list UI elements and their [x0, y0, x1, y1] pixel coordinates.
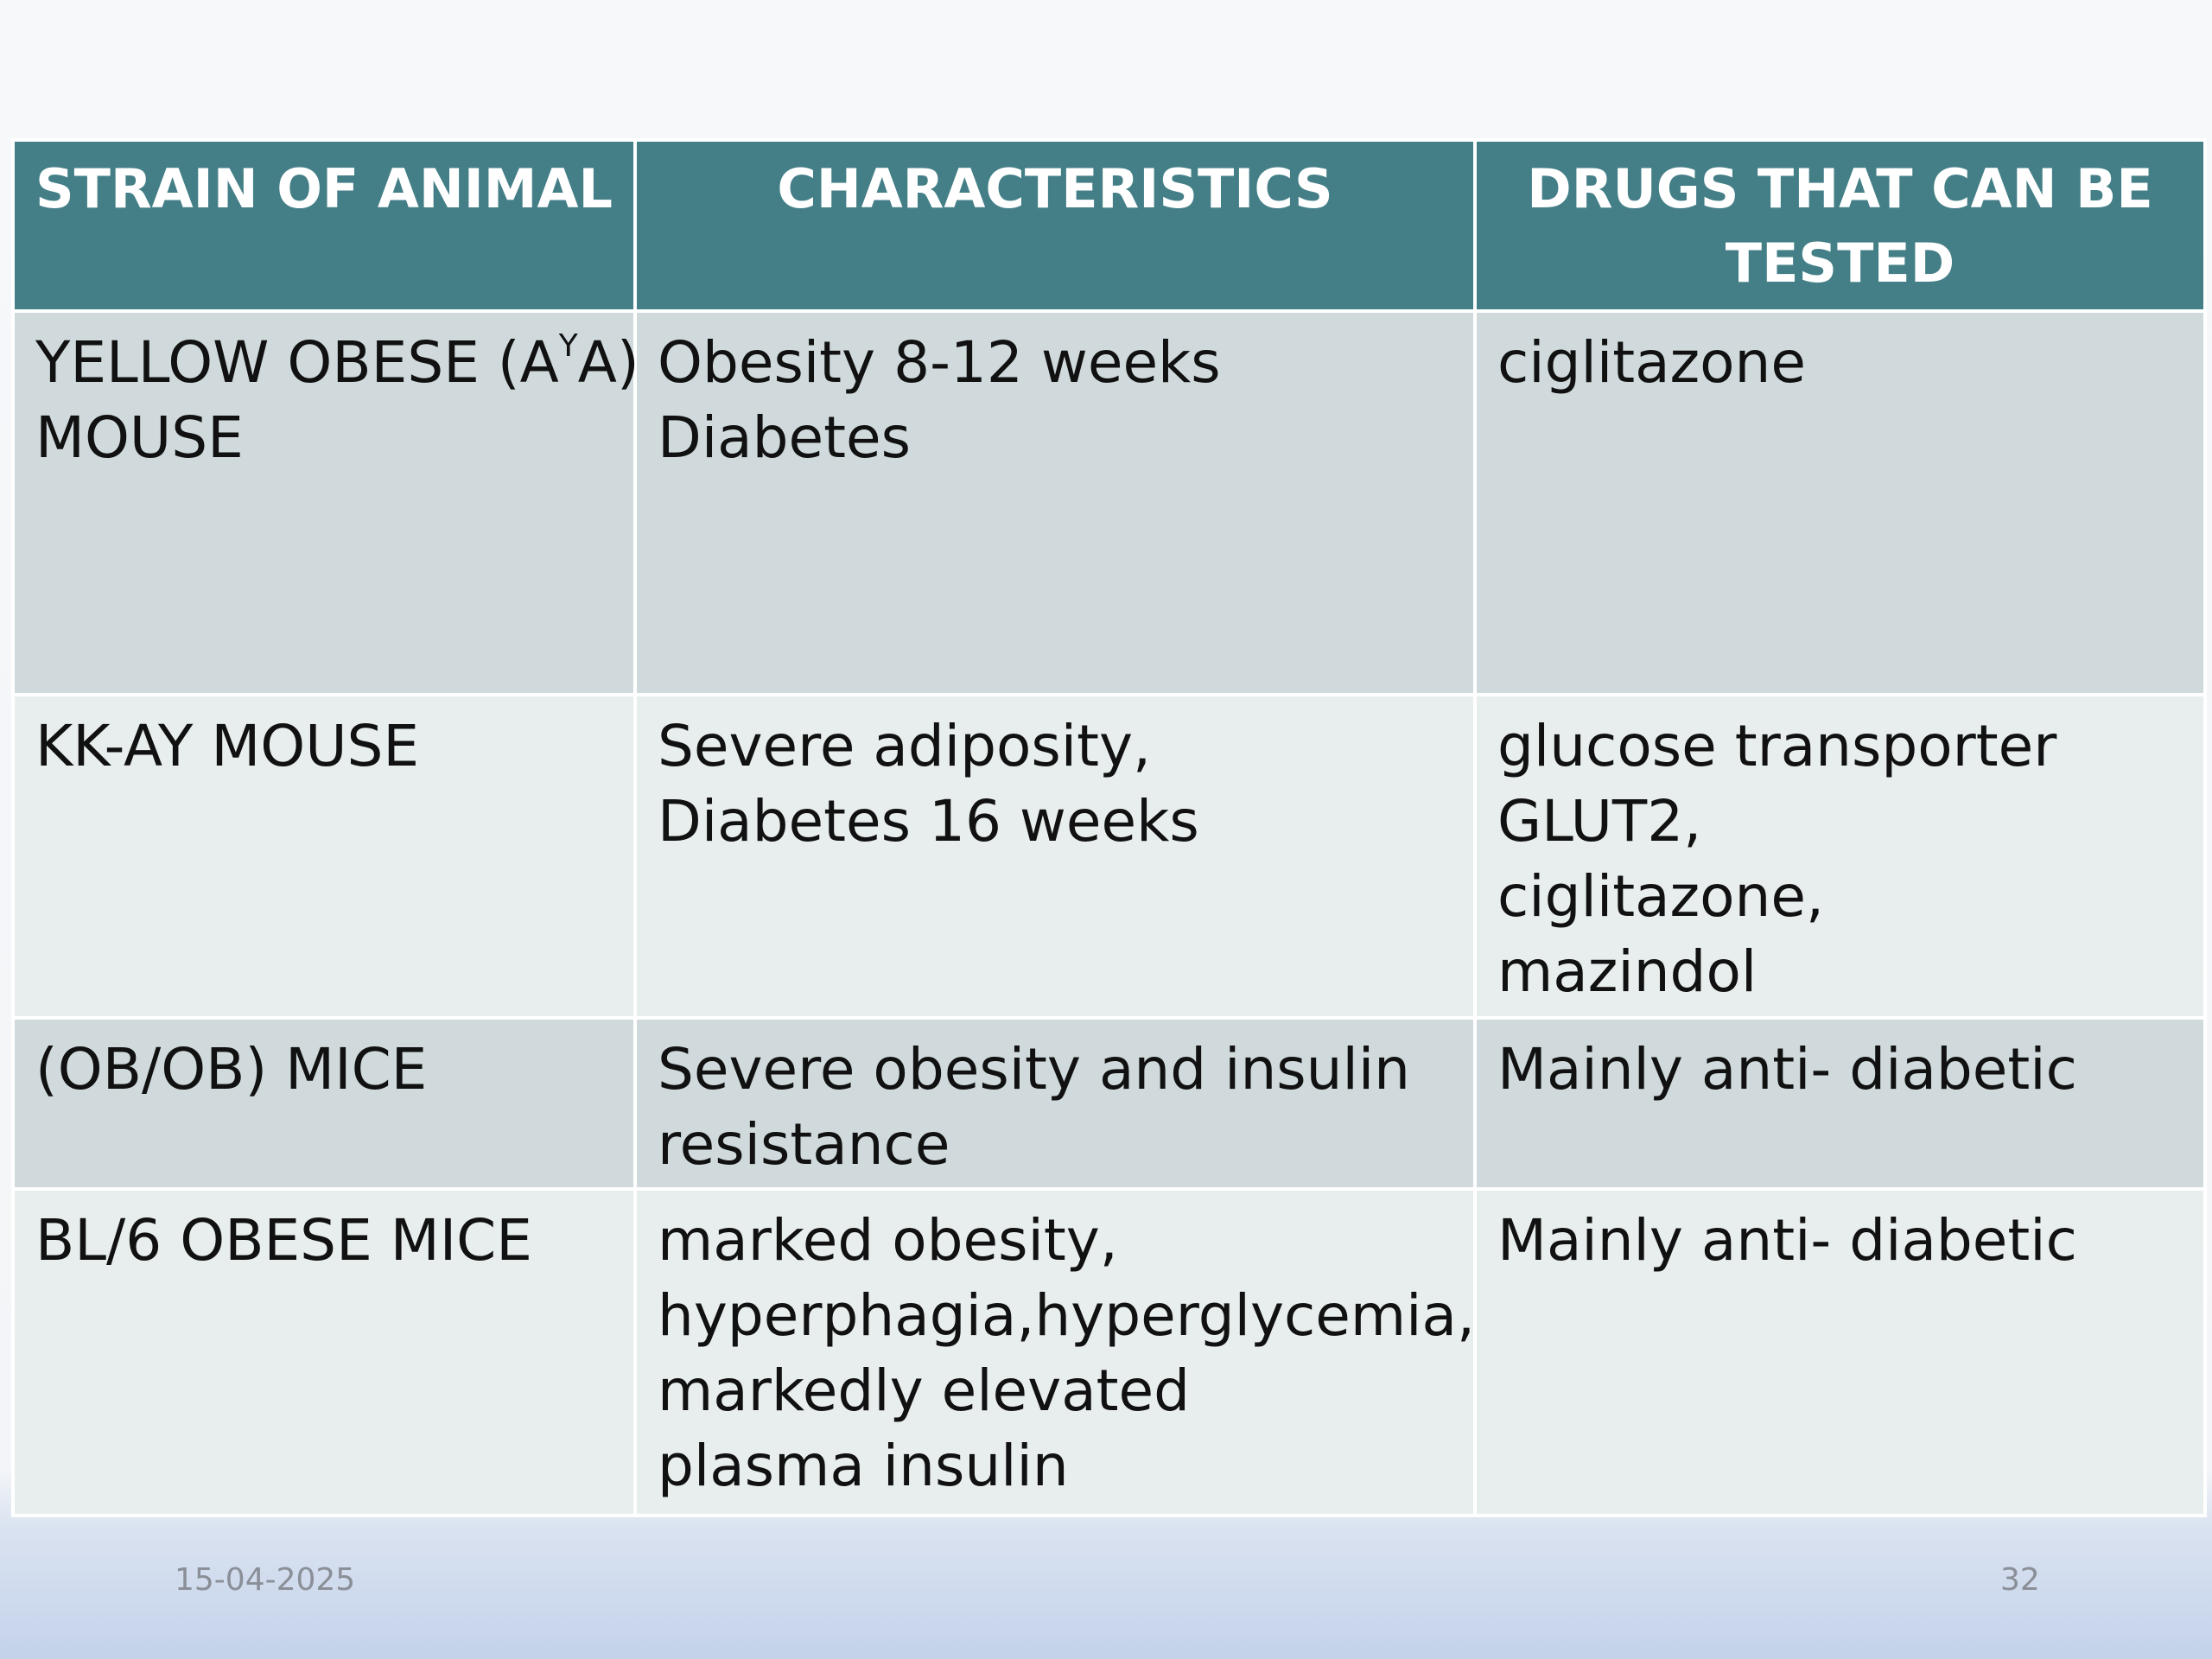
cell-characteristics: marked obesity, hyperphagia,hyperglycemi…: [633, 1187, 1477, 1517]
footer-date: 15-04-2025: [175, 1562, 356, 1598]
strain-line: (OB/OB) MICE: [35, 1036, 428, 1103]
table-row: YELLOW OBESE (AYA) MOUSE Obesity 8-12 we…: [11, 309, 2207, 696]
cell-drugs: Mainly anti- diabetic: [1473, 1016, 2207, 1191]
drugs-line: Mainly anti- diabetic: [1497, 1036, 2077, 1103]
cell-characteristics: Obesity 8-12 weeks Diabetes: [633, 309, 1477, 696]
drugs-line: ciglitazone,: [1497, 863, 1824, 930]
characteristics-line: marked obesity,: [658, 1207, 1118, 1274]
drugs-line: Mainly anti- diabetic: [1497, 1207, 2077, 1274]
strain-text: YELLOW OBESE (A: [35, 329, 559, 396]
header-strain-line: STRAIN OF ANIMAL: [35, 157, 613, 220]
table-header-row: STRAIN OF ANIMAL CHARACTERISTICS DRUGS T…: [11, 138, 2207, 313]
header-strain: STRAIN OF ANIMAL: [11, 138, 637, 313]
header-drugs-line-1: DRUGS THAT CAN BE: [1527, 157, 2153, 220]
table-row: BL/6 OBESE MICE marked obesity, hyperpha…: [11, 1187, 2207, 1517]
drugs-line: ciglitazone: [1497, 329, 1806, 396]
strain-line: KK-AY MOUSE: [35, 713, 420, 779]
characteristics-line: plasma insulin: [658, 1433, 1069, 1499]
cell-strain: BL/6 OBESE MICE: [11, 1187, 637, 1517]
strain-text: A): [577, 329, 639, 396]
drugs-line: glucose transporter: [1497, 713, 2057, 779]
strain-line: YELLOW OBESE (AYA): [35, 325, 639, 400]
characteristics-line: Severe obesity and insulin: [658, 1036, 1410, 1103]
cell-characteristics: Severe obesity and insulin resistance: [633, 1016, 1477, 1191]
characteristics-line: Diabetes 16 weeks: [658, 788, 1199, 855]
cell-strain: YELLOW OBESE (AYA) MOUSE: [11, 309, 639, 696]
header-drugs-line-2: TESTED: [1725, 232, 1955, 295]
table-row: KK-AY MOUSE Severe adiposity, Diabetes 1…: [11, 693, 2207, 1020]
cell-drugs: ciglitazone: [1473, 309, 2207, 696]
strain-line: MOUSE: [35, 404, 244, 471]
characteristics-line: Severe adiposity,: [658, 713, 1152, 779]
drugs-line: mazindol: [1497, 938, 1758, 1005]
cell-strain: (OB/OB) MICE: [11, 1016, 637, 1191]
table-row: (OB/OB) MICE Severe obesity and insulin …: [11, 1016, 2207, 1191]
strain-line: BL/6 OBESE MICE: [35, 1207, 532, 1274]
header-characteristics-line: CHARACTERISTICS: [777, 157, 1333, 220]
header-characteristics: CHARACTERISTICS: [633, 138, 1477, 313]
characteristics-line: resistance: [658, 1111, 950, 1178]
characteristics-line: Obesity 8-12 weeks: [658, 329, 1221, 396]
header-drugs: DRUGS THAT CAN BE TESTED: [1473, 138, 2207, 313]
page-number: 32: [2000, 1562, 2040, 1598]
cell-drugs: Mainly anti- diabetic: [1473, 1187, 2207, 1517]
characteristics-line: Diabetes: [658, 404, 911, 471]
cell-characteristics: Severe adiposity, Diabetes 16 weeks: [633, 693, 1477, 1020]
characteristics-line: hyperphagia,hyperglycemia,: [658, 1282, 1475, 1349]
cell-drugs: glucose transporter GLUT2, ciglitazone, …: [1473, 693, 2207, 1020]
strains-table: STRAIN OF ANIMAL CHARACTERISTICS DRUGS T…: [11, 138, 2207, 1517]
strain-superscript: Y: [558, 328, 578, 364]
characteristics-line: markedly elevated: [658, 1357, 1191, 1424]
cell-strain: KK-AY MOUSE: [11, 693, 637, 1020]
drugs-line: GLUT2,: [1497, 788, 1702, 855]
